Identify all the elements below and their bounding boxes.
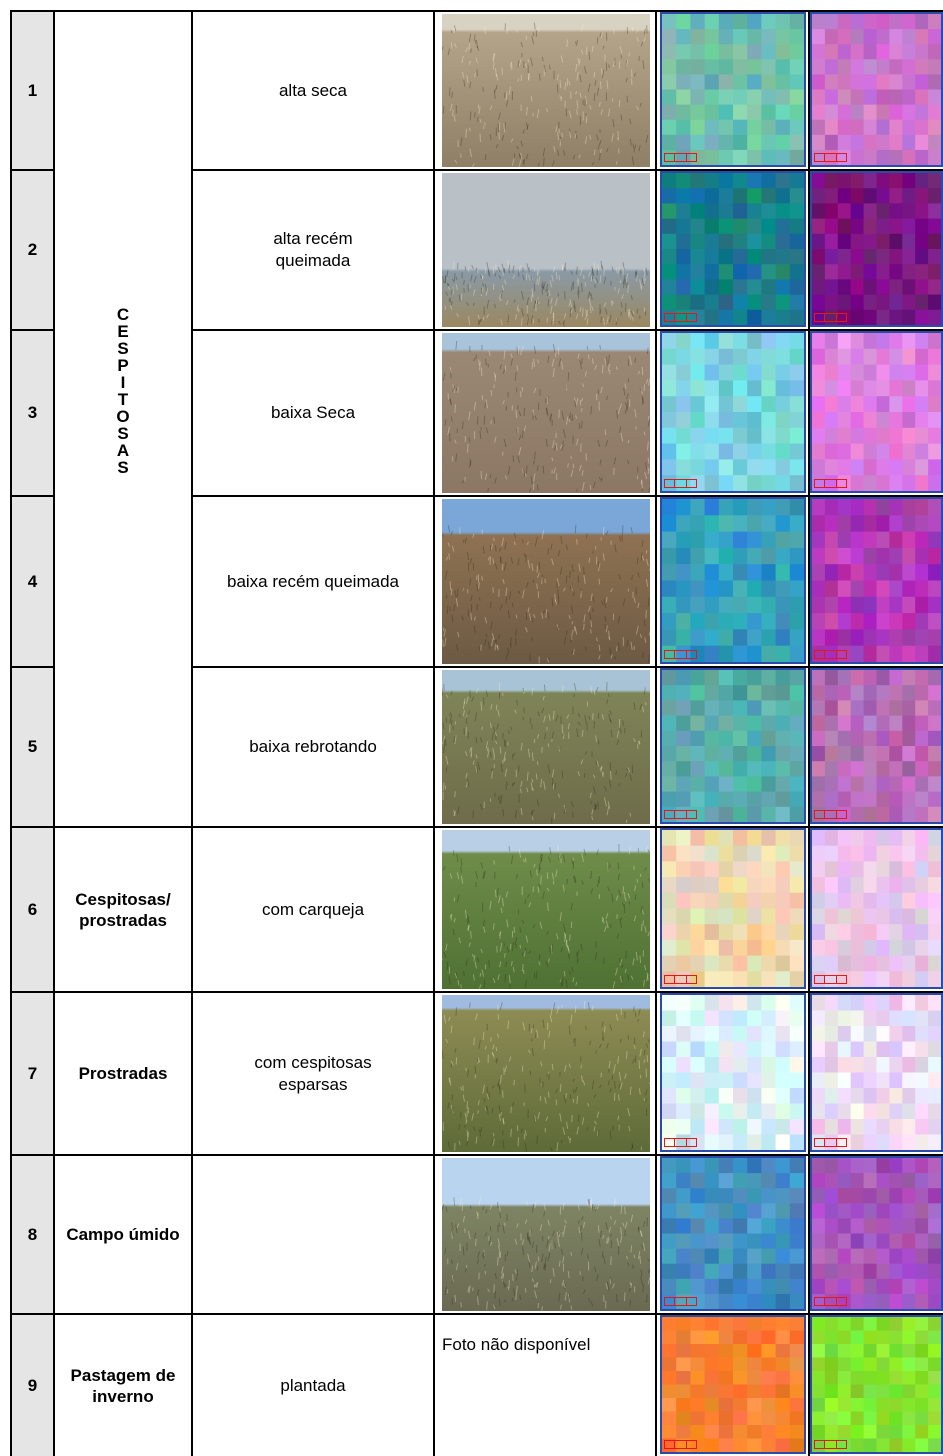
- rgb-pixel-sample: [660, 331, 806, 493]
- condition-description: baixa Seca: [270, 403, 356, 422]
- row-number: 2: [12, 171, 53, 329]
- condition-description: com cespitosas esparsas: [254, 1052, 372, 1094]
- rgb-pixel-sample: [660, 1156, 806, 1311]
- column-divider: [808, 10, 810, 1456]
- regrowing-grassland-photo: [442, 670, 650, 824]
- table-border-left: [10, 10, 12, 1456]
- dry-short-grassland-photo: [442, 333, 650, 493]
- photo-unavailable-text: Foto não disponível: [442, 1335, 591, 1354]
- group-label-letter: T: [117, 390, 129, 409]
- false-color-pixel-sample: [810, 331, 943, 493]
- false-color-pixel-sample: [810, 1156, 943, 1311]
- group-label-letter: O: [116, 407, 130, 426]
- condition-description: alta seca: [278, 80, 348, 100]
- column-divider: [191, 10, 193, 1456]
- false-color-pixel-sample: [810, 12, 943, 167]
- column-divider: [53, 10, 55, 1456]
- row-number: 7: [12, 993, 53, 1154]
- vegetation-type: Cespitosas/ prostradas: [75, 889, 171, 930]
- row-number: 5: [12, 668, 53, 826]
- condition-description: baixa recém queimada: [227, 571, 399, 591]
- burning-grassland-smoke-photo: [442, 173, 650, 327]
- column-divider: [655, 10, 657, 1456]
- false-color-pixel-sample: [810, 1315, 943, 1454]
- sparse-tussocks-photo: [442, 995, 650, 1152]
- condition-description: plantada: [280, 1375, 346, 1395]
- row-divider: [10, 666, 55, 668]
- green-grassland-carqueja-photo: [442, 830, 650, 989]
- rgb-pixel-sample: [660, 668, 806, 824]
- condition-description: alta recém queimada: [273, 229, 353, 270]
- vegetation-type: Pastagem de inverno: [70, 1365, 176, 1406]
- condition-description: [193, 1156, 433, 1313]
- rgb-pixel-sample: [660, 1315, 806, 1454]
- row-number: 1: [12, 12, 53, 169]
- row-divider: [10, 1313, 943, 1315]
- rgb-pixel-sample: [660, 171, 806, 327]
- group-label-letter: C: [116, 305, 130, 324]
- row-number: 3: [12, 331, 53, 495]
- row-number: 4: [12, 497, 53, 666]
- false-color-pixel-sample: [810, 993, 943, 1152]
- group-label-letter: A: [116, 441, 130, 460]
- column-divider: [433, 10, 435, 1456]
- burned-short-grassland-photo: [442, 499, 650, 664]
- rgb-pixel-sample: [660, 12, 806, 167]
- row-number: 9: [12, 1315, 53, 1456]
- false-color-pixel-sample: [810, 668, 943, 824]
- row-divider: [191, 169, 943, 171]
- row-divider: [10, 329, 55, 331]
- row-divider: [10, 1154, 943, 1156]
- rgb-pixel-sample: [660, 828, 806, 989]
- wet-grassland-photo: [442, 1158, 650, 1311]
- group-label-letter: S: [117, 458, 129, 477]
- false-color-pixel-sample: [810, 497, 943, 664]
- row-divider: [191, 666, 943, 668]
- false-color-pixel-sample: [810, 171, 943, 327]
- false-color-pixel-sample: [810, 828, 943, 989]
- group-label-letter: E: [117, 322, 129, 341]
- group-label-letter: S: [117, 424, 129, 443]
- condition-description: com carqueja: [261, 899, 365, 919]
- row-divider: [10, 991, 943, 993]
- rgb-pixel-sample: [660, 993, 806, 1152]
- group-label-letter: P: [117, 356, 129, 375]
- row-number: 8: [12, 1156, 53, 1313]
- group-label-letter: I: [120, 373, 126, 392]
- row-number: 6: [12, 828, 53, 991]
- group-label-letter: S: [117, 339, 129, 358]
- table-border-top: [10, 10, 943, 12]
- dry-tall-grassland-photo: [442, 14, 650, 167]
- condition-description: baixa rebrotando: [249, 737, 377, 756]
- row-divider: [10, 169, 55, 171]
- row-divider: [10, 826, 943, 828]
- row-divider: [191, 495, 943, 497]
- row-divider: [191, 329, 943, 331]
- vegetation-type: Campo úmido: [66, 1225, 180, 1244]
- rgb-pixel-sample: [660, 497, 806, 664]
- vegetation-type: Prostradas: [78, 1064, 168, 1083]
- row-divider: [10, 495, 55, 497]
